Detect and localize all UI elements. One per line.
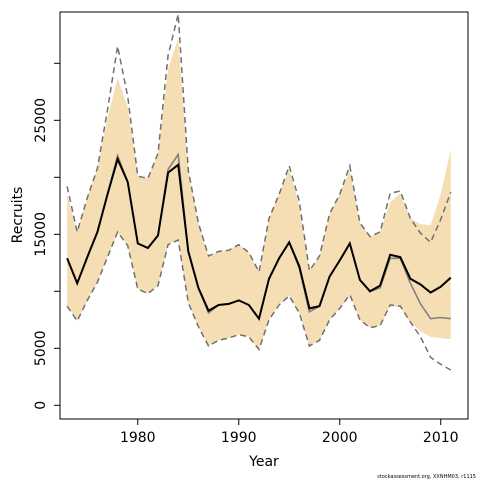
x-tick-label-2000: 2000 bbox=[322, 430, 358, 446]
plot-area bbox=[66, 14, 452, 371]
y-tick-label-5000: 5000 bbox=[33, 330, 49, 366]
lower-bound-line bbox=[66, 230, 452, 371]
plot-frame bbox=[59, 11, 469, 420]
upper-bound-line bbox=[66, 14, 452, 275]
x-tick-label-1980: 1980 bbox=[120, 430, 156, 446]
x-tick-label-1990: 1990 bbox=[221, 430, 257, 446]
x-tick-label-2010: 2010 bbox=[423, 430, 459, 446]
x-axis-title: Year bbox=[248, 454, 279, 470]
y-tick-label-15000: 15000 bbox=[33, 212, 49, 257]
estimate-line bbox=[66, 156, 452, 322]
y-tick-label-0: 0 bbox=[33, 401, 49, 410]
y-axis-title: Recruits bbox=[10, 187, 26, 244]
y-tick-label-25000: 25000 bbox=[33, 98, 49, 143]
confidence-band bbox=[67, 38, 451, 350]
source-footnote: stockassessment.org, XXNHM03, r1115 bbox=[377, 474, 476, 480]
axes: 1980 1990 2000 2010 0 5000 15000 25000 bbox=[33, 62, 459, 446]
